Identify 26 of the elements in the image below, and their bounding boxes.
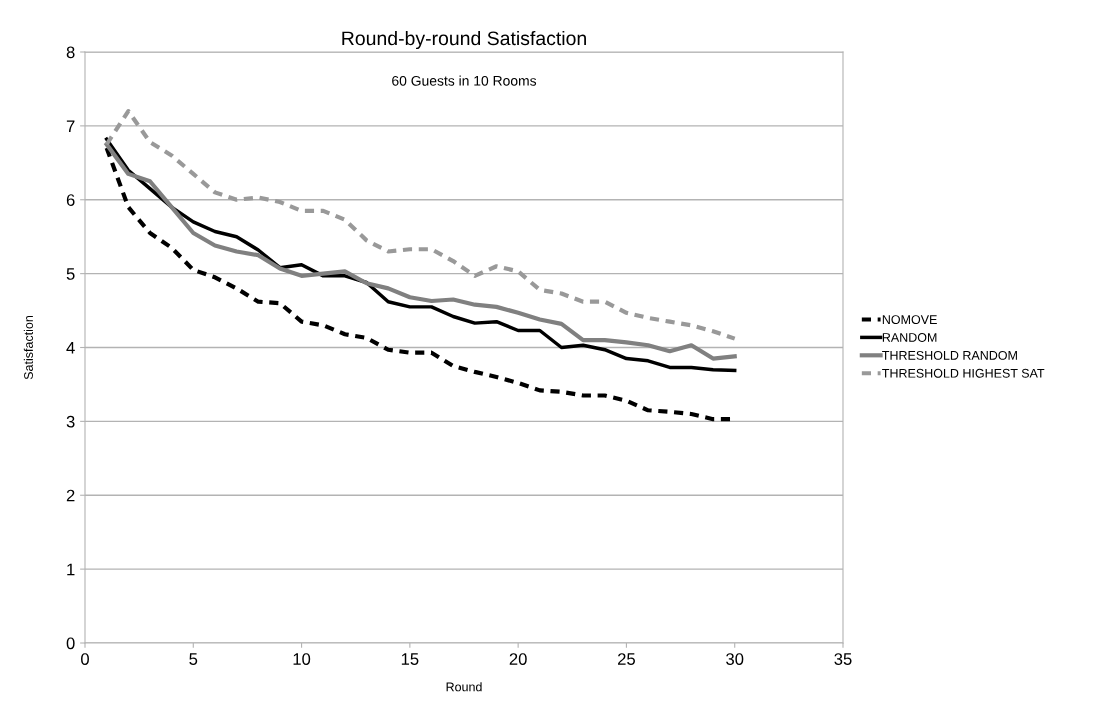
x-tick-label: 25 <box>618 653 635 665</box>
y-tick-label: 3 <box>66 415 75 428</box>
legend-label: THRESHOLD HIGHEST SAT <box>882 368 1045 378</box>
y-tick-label: 6 <box>66 194 75 206</box>
line-series <box>104 109 737 341</box>
y-tick-label: 5 <box>66 268 75 280</box>
y-tick-label: 7 <box>66 120 75 132</box>
y-tick-label: 4 <box>66 342 75 354</box>
text: 60 Guests in 10 Rooms <box>392 75 537 86</box>
x-axis-title: Round <box>446 682 482 692</box>
y-tick-label: 1 <box>67 563 75 576</box>
legend-label: NOMOVE <box>882 315 937 324</box>
y-tick-label: 2 <box>66 489 75 502</box>
y-tick-label: 0 <box>66 637 75 650</box>
x-tick-label: 5 <box>189 653 198 665</box>
x-tick-label: 10 <box>293 653 311 665</box>
x-tick-label: 35 <box>834 653 852 665</box>
x-tick-label: 20 <box>509 653 527 665</box>
x-tick-label: 0 <box>81 653 89 665</box>
chart-title: Round-by-round Satisfaction <box>342 30 586 50</box>
x-tick-label: 30 <box>726 653 744 665</box>
x-tick-label: 15 <box>401 653 419 665</box>
y-axis-title: Satisfaction <box>23 316 33 380</box>
legend-label: THRESHOLD RANDOM <box>882 350 1017 360</box>
legend-label: RANDOM <box>882 333 937 342</box>
y-tick-label: 8 <box>66 46 75 59</box>
